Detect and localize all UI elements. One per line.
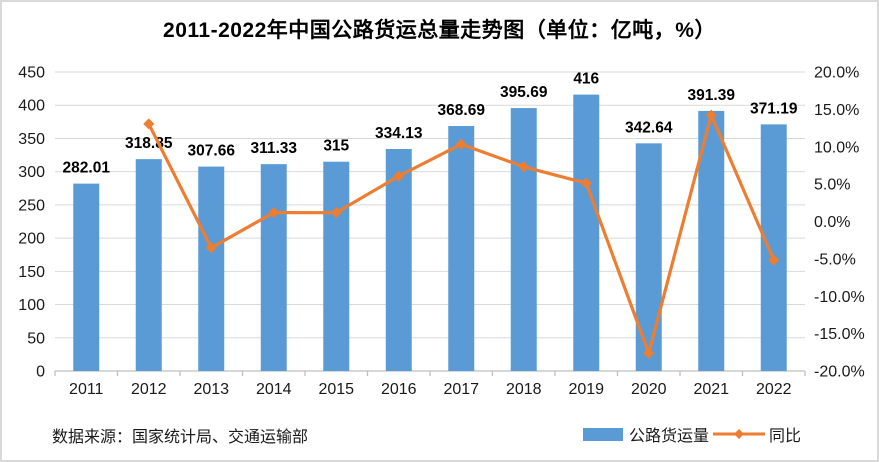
bar-value-label: 311.33 bbox=[250, 140, 297, 157]
line-marker-diamond bbox=[580, 177, 592, 189]
bar bbox=[760, 124, 787, 371]
x-axis-category-label: 2014 bbox=[256, 381, 292, 398]
y-axis-left-tick-label: 50 bbox=[27, 330, 45, 347]
line-marker-diamond bbox=[705, 109, 717, 121]
bar-value-label: 318.85 bbox=[125, 135, 173, 152]
y-axis-left-tick-label: 150 bbox=[18, 264, 45, 281]
bar-value-label: 342.64 bbox=[625, 119, 673, 136]
x-axis-category-label: 2017 bbox=[443, 381, 479, 398]
bar bbox=[260, 164, 287, 371]
x-axis-category-label: 2011 bbox=[69, 381, 104, 398]
y-axis-right-tick-label: -20.0% bbox=[814, 364, 865, 381]
x-axis-category-label: 2022 bbox=[756, 381, 792, 398]
x-axis-category-label: 2019 bbox=[568, 381, 604, 398]
y-axis-right-tick-label: 5.0% bbox=[814, 177, 850, 194]
line-marker-diamond bbox=[268, 207, 280, 219]
bar-value-label: 416 bbox=[573, 71, 599, 88]
y-axis-right-tick-label: -10.0% bbox=[814, 289, 865, 306]
y-axis-left-tick-label: 400 bbox=[18, 98, 45, 115]
x-axis-category-label: 2015 bbox=[318, 381, 354, 398]
chart-title: 2011-2022年中国公路货运总量走势图（单位：亿吨，%） bbox=[163, 19, 716, 42]
bar-value-label: 391.39 bbox=[688, 87, 736, 104]
x-axis-category-label: 2020 bbox=[631, 381, 667, 398]
y-axis-left-tick-label: 450 bbox=[18, 65, 45, 82]
bar bbox=[448, 126, 475, 372]
y-axis-right-tick-label: 0.0% bbox=[814, 214, 850, 231]
line-marker-diamond bbox=[455, 138, 467, 150]
bar bbox=[73, 183, 100, 371]
bar bbox=[385, 148, 412, 371]
line-marker-diamond bbox=[393, 170, 405, 182]
x-axis-category-label: 2012 bbox=[131, 381, 167, 398]
legend-line-swatch-icon bbox=[713, 429, 766, 439]
x-axis-category-label: 2016 bbox=[381, 381, 417, 398]
line-marker-diamond bbox=[205, 242, 217, 254]
line-marker-diamond bbox=[518, 161, 530, 173]
x-axis-category-label: 2021 bbox=[693, 381, 729, 398]
legend-bar-swatch bbox=[583, 427, 623, 441]
legend-bar-label: 公路货运量 bbox=[629, 428, 710, 445]
bar-value-label: 282.01 bbox=[63, 160, 111, 177]
y-axis-left-tick-label: 100 bbox=[18, 297, 45, 314]
line-marker-diamond bbox=[143, 118, 155, 130]
legend-line-label: 同比 bbox=[769, 428, 802, 445]
bar-value-label: 334.13 bbox=[375, 125, 423, 142]
bar bbox=[573, 94, 600, 371]
line-marker-diamond bbox=[643, 347, 655, 359]
legend-line-glyph bbox=[734, 429, 745, 439]
y-axis-right-tick-label: 15.0% bbox=[814, 102, 859, 119]
line-marker-diamond bbox=[768, 254, 780, 266]
y-axis-left-tick-label: 250 bbox=[18, 197, 45, 214]
bar-value-label: 307.66 bbox=[188, 143, 236, 160]
bar bbox=[135, 159, 162, 371]
plot-area: 0 50 100 150 200 250 300 350 400 450 -20.0% -15.0% -… bbox=[18, 65, 865, 399]
bar bbox=[510, 108, 537, 372]
y-axis-right-tick-label: 10.0% bbox=[814, 139, 859, 156]
line-marker-diamond bbox=[330, 207, 342, 219]
legend: 公路货运量 同比 bbox=[583, 422, 801, 446]
y-axis-left-tick-label: 300 bbox=[18, 164, 45, 181]
source-note: 数据来源：国家统计局、交通运输部 bbox=[52, 429, 309, 446]
y-axis-left-tick-label: 350 bbox=[18, 131, 45, 148]
bar bbox=[635, 143, 662, 371]
y-axis-left-tick-label: 200 bbox=[18, 231, 45, 248]
bar bbox=[323, 161, 350, 371]
y-axis-right-tick-label: -15.0% bbox=[814, 326, 865, 343]
bar-value-label: 395.69 bbox=[500, 84, 548, 101]
x-axis-category-label: 2013 bbox=[193, 381, 229, 398]
bar-value-label: 368.69 bbox=[438, 102, 486, 119]
x-axis-category-label: 2018 bbox=[506, 381, 542, 398]
bar-value-label: 371.19 bbox=[750, 100, 798, 117]
bar bbox=[198, 166, 225, 371]
bar-value-label: 315 bbox=[323, 138, 349, 155]
y-axis-right-tick-label: -5.0% bbox=[814, 251, 856, 268]
y-axis-left-tick-label: 0 bbox=[36, 364, 45, 381]
y-axis-right-tick-label: 20.0% bbox=[814, 65, 859, 82]
